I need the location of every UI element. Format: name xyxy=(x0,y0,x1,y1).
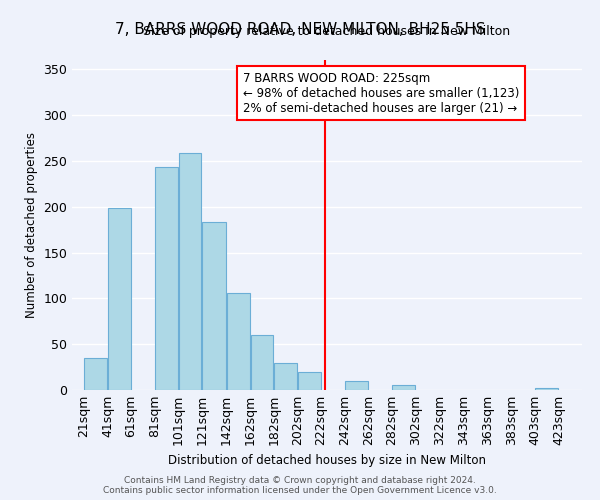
X-axis label: Distribution of detached houses by size in New Milton: Distribution of detached houses by size … xyxy=(168,454,486,466)
Y-axis label: Number of detached properties: Number of detached properties xyxy=(25,132,38,318)
Bar xyxy=(227,293,250,390)
Bar xyxy=(155,167,178,390)
Bar xyxy=(202,222,226,390)
Bar xyxy=(392,386,415,390)
Bar xyxy=(535,388,558,390)
Bar xyxy=(298,372,320,390)
Bar xyxy=(84,358,107,390)
Bar xyxy=(274,362,297,390)
Text: Contains HM Land Registry data © Crown copyright and database right 2024.
Contai: Contains HM Land Registry data © Crown c… xyxy=(103,476,497,495)
Bar xyxy=(179,154,202,390)
Text: 7 BARRS WOOD ROAD: 225sqm
← 98% of detached houses are smaller (1,123)
2% of sem: 7 BARRS WOOD ROAD: 225sqm ← 98% of detac… xyxy=(243,72,519,114)
Bar xyxy=(251,335,274,390)
Bar xyxy=(108,208,131,390)
Text: 7, BARRS WOOD ROAD, NEW MILTON, BH25 5HS: 7, BARRS WOOD ROAD, NEW MILTON, BH25 5HS xyxy=(115,22,485,38)
Title: Size of property relative to detached houses in New Milton: Size of property relative to detached ho… xyxy=(143,25,511,38)
Bar xyxy=(345,381,368,390)
